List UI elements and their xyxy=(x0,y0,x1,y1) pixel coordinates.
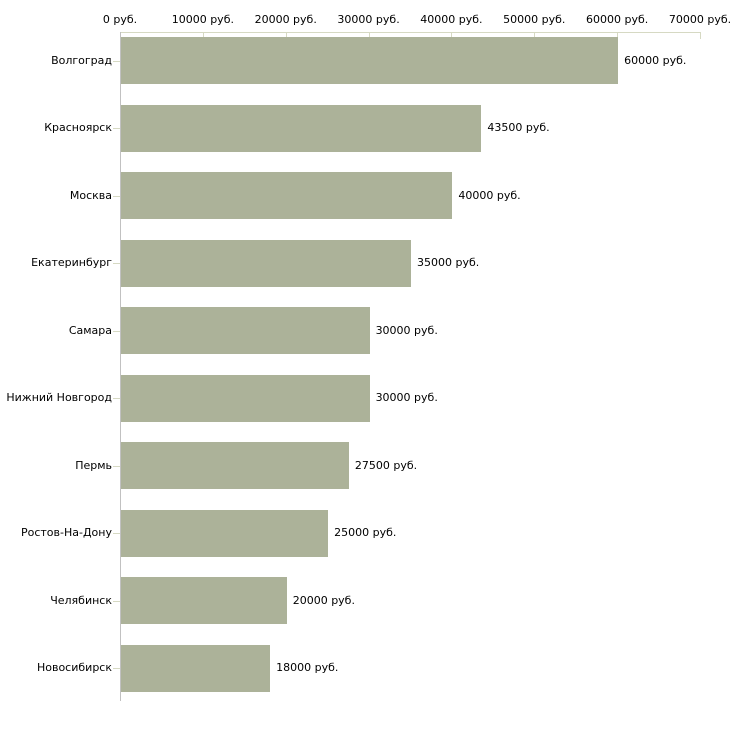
category-label: Челябинск xyxy=(50,593,112,607)
y-axis-tick xyxy=(113,195,120,197)
y-axis-line xyxy=(120,32,121,701)
y-axis-tick xyxy=(113,128,120,130)
x-axis-tick-label: 10000 руб. xyxy=(171,13,234,26)
value-label: 27500 руб. xyxy=(354,458,418,472)
x-axis-tick-label: 70000 руб. xyxy=(668,13,730,26)
bar-Челябинск xyxy=(121,577,287,625)
category-label: Нижний Новгород xyxy=(6,391,112,405)
value-label: 18000 руб. xyxy=(276,661,339,675)
bar-Самара xyxy=(121,307,370,355)
bar-Волгоград xyxy=(121,37,619,84)
bar-Нижний Новгород xyxy=(121,374,370,422)
value-label: 30000 руб. xyxy=(375,323,438,337)
value-label: 60000 руб. xyxy=(624,53,687,67)
bar-Пермь xyxy=(121,442,349,490)
x-axis-tick xyxy=(368,33,370,39)
x-axis-tick xyxy=(534,33,536,39)
bar-Ростов-На-Дону xyxy=(121,509,329,557)
category-label: Новосибирск xyxy=(36,661,112,675)
y-axis-tick xyxy=(113,398,120,400)
x-axis-tick-label: 20000 руб. xyxy=(254,13,317,26)
bar-Москва xyxy=(121,172,453,220)
bar-Красноярск xyxy=(121,104,482,152)
x-axis-tick xyxy=(285,33,287,39)
category-label: Красноярск xyxy=(44,121,112,135)
category-label: Екатеринбург xyxy=(31,256,112,270)
x-axis-tick xyxy=(451,33,453,39)
value-label: 20000 руб. xyxy=(292,593,355,607)
y-axis-tick xyxy=(113,60,120,62)
y-axis-tick xyxy=(113,330,120,332)
y-axis-tick xyxy=(113,533,120,535)
value-label: 25000 руб. xyxy=(334,526,397,540)
category-label: Ростов-На-Дону xyxy=(20,526,112,540)
x-axis-tick xyxy=(202,33,204,39)
x-axis-tick-label: 60000 руб. xyxy=(586,13,649,26)
y-axis-tick xyxy=(113,465,120,467)
x-axis-tick-label: 50000 руб. xyxy=(503,13,566,26)
x-axis-tick-label: 30000 руб. xyxy=(337,13,400,26)
category-label: Москва xyxy=(69,188,112,202)
y-axis-tick xyxy=(113,263,120,265)
value-label: 40000 руб. xyxy=(458,188,521,202)
value-label: 35000 руб. xyxy=(417,256,480,270)
x-axis-tick xyxy=(617,33,619,39)
x-axis-tick xyxy=(700,33,701,39)
value-label: 30000 руб. xyxy=(375,391,438,405)
y-axis-tick xyxy=(113,668,120,670)
value-label: 43500 руб. xyxy=(487,121,550,135)
x-axis-tick-label: 0 руб. xyxy=(102,13,138,26)
bar-Новосибирск xyxy=(121,644,271,692)
x-axis-tick-label: 40000 руб. xyxy=(420,13,483,26)
category-label: Самара xyxy=(68,323,112,337)
y-axis-tick xyxy=(113,600,120,602)
bar-Екатеринбург xyxy=(121,239,411,287)
x-axis-line xyxy=(120,32,701,33)
category-label: Волгоград xyxy=(51,53,112,67)
category-label: Пермь xyxy=(75,458,112,472)
